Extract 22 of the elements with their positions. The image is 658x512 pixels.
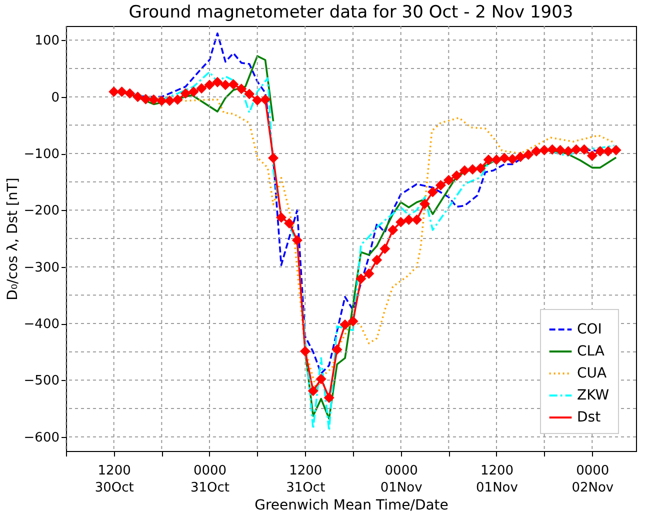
y-tick-label: −300 [24,260,60,276]
x-tick-label: 1200 01Nov [476,464,518,496]
y-tick-label: 100 [34,34,60,49]
x-tick-label: 0000 02Nov [572,464,614,496]
legend-label: ZKW [577,388,610,404]
chart-title: Ground magnetometer data for 30 Oct - 2 Nov 1903 [128,2,574,22]
x-tick-label: 0000 01Nov [380,464,423,496]
y-tick-label: −100 [24,147,60,162]
legend-label: CUA [577,366,608,382]
y-tick-label: 0 [51,90,60,106]
y-tick-label: −200 [24,204,60,219]
y-tick-label: −500 [24,374,60,389]
y-tick-label: −600 [24,430,60,446]
x-tick-label: 0000 31Oct [190,464,230,496]
y-tick-label: −400 [24,317,60,332]
x-tick-label: 1200 31Oct [286,464,326,496]
legend-label: COI [577,322,602,338]
y-axis-title: D₀/cos λ, Dst [nT] [4,178,21,300]
x-axis-title: Greenwich Mean Time/Date [254,498,448,512]
legend-label: Dst [577,410,602,426]
legend-label: CLA [577,344,605,360]
x-tick-label: 1200 30Oct [94,464,134,496]
